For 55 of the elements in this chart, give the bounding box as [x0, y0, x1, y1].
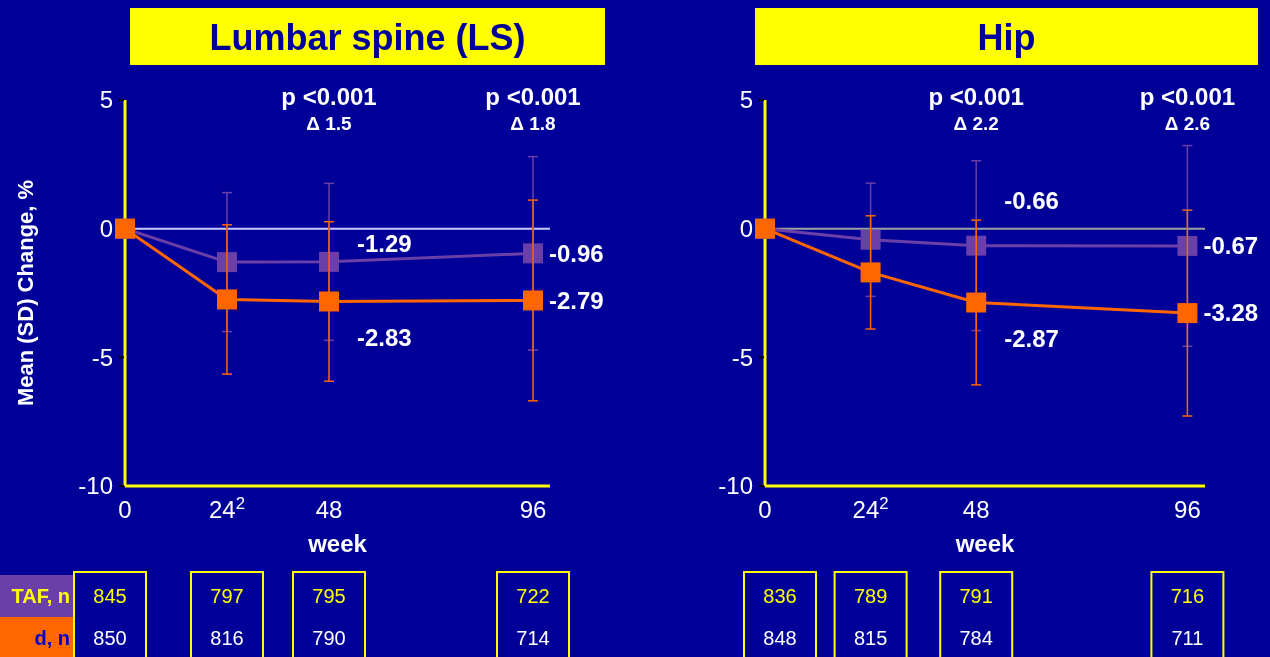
text: 848	[763, 627, 797, 649]
annotation: Δ 1.8	[510, 113, 556, 134]
text: 816	[210, 627, 244, 649]
data-label: -0.67	[1203, 232, 1259, 260]
data-label: -2.83	[357, 323, 412, 351]
annotation: p <0.001	[928, 83, 1024, 110]
text: 711	[1171, 627, 1204, 649]
annotation: Δ 2.2	[953, 113, 999, 134]
annotation: Δ 1.5	[306, 113, 353, 134]
chart-title: Lumbar spine (LS)	[209, 17, 526, 58]
y-tick-label: -5	[731, 343, 753, 371]
text: d, n	[34, 627, 70, 649]
text: 789	[853, 585, 888, 607]
y-tick-label: 5	[739, 86, 753, 114]
annotation: Δ 2.6	[1164, 113, 1211, 134]
y-tick-label: 5	[99, 86, 113, 114]
x-axis-title: week	[954, 530, 1015, 557]
text: 714	[516, 627, 550, 649]
text: 850	[93, 627, 127, 649]
x-tick-label: 48	[962, 496, 990, 523]
x-tick-label: 96	[519, 496, 547, 523]
text: 795	[312, 585, 346, 607]
text: 784	[959, 627, 993, 649]
text: 797	[210, 585, 244, 607]
text: 836	[763, 585, 797, 607]
x-tick-label: 48	[315, 496, 343, 523]
annotation: p <0.001	[1139, 83, 1236, 110]
x-axis-title: week	[307, 530, 368, 557]
x-tick-label: 0	[118, 496, 132, 523]
text: 722	[516, 585, 550, 607]
text: 790	[312, 627, 346, 649]
data-label: -3.28	[1203, 299, 1259, 327]
x-tick-label: 96	[1174, 496, 1201, 523]
text: 815	[853, 627, 888, 649]
y-axis-title: Mean (SD) Change, %	[13, 179, 38, 407]
y-tick-label: -10	[718, 472, 753, 500]
text: 716	[1170, 585, 1205, 607]
y-tick-label: 0	[739, 215, 753, 243]
text: 845	[93, 585, 127, 607]
x-tick-label: 24$^{2}$	[852, 493, 889, 523]
data-label: -2.87	[1004, 324, 1059, 352]
y-tick-label: -10	[78, 472, 113, 500]
data-label: -1.29	[357, 230, 412, 258]
y-tick-label: 0	[99, 215, 113, 243]
text: TAF, n	[11, 585, 70, 607]
data-label: -0.96	[549, 239, 604, 267]
y-tick-label: -5	[91, 343, 113, 371]
x-tick-label: 24$^{2}$	[208, 493, 246, 523]
text: 791	[959, 585, 993, 607]
data-label: -0.66	[1004, 187, 1059, 215]
annotation: p <0.001	[485, 83, 581, 110]
x-tick-label: 0	[758, 496, 772, 523]
data-label: -2.79	[549, 286, 604, 314]
chart-title: Hip	[977, 17, 1036, 58]
annotation: p <0.001	[281, 83, 377, 110]
